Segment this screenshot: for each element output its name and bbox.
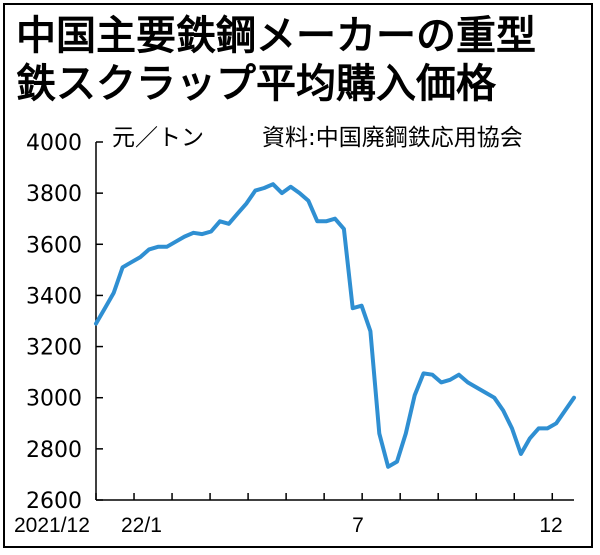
source-label: 資料:中国廃鋼鉄応用協会	[262, 125, 523, 151]
y-tick-label: 3600	[26, 233, 82, 258]
x-tick-label: 7	[352, 514, 364, 537]
x-tick-label: 22/1	[121, 514, 162, 537]
y-tick-label: 2600	[26, 489, 82, 514]
chart-title-line-1: 中国主要鉄鋼メーカーの重型	[16, 13, 536, 59]
y-axis-ticks: 2600 2800 3000 3200 3400 3600 3800 4000	[26, 131, 103, 514]
y-tick-label: 4000	[26, 131, 82, 156]
y-tick-label: 3400	[26, 284, 82, 309]
y-tick-label: 3800	[26, 182, 82, 207]
y-tick-label: 2800	[26, 438, 82, 463]
series-line	[94, 182, 576, 469]
axes	[95, 142, 574, 501]
y-tick-label: 3000	[26, 387, 82, 412]
x-axis-ticks: 2021/12 22/1 7 12	[14, 493, 563, 537]
unit-label: 元／トン	[112, 125, 204, 151]
x-tick-label: 12	[539, 514, 562, 537]
chart-frame	[3, 3, 593, 548]
x-tick-label: 2021/12	[14, 514, 90, 537]
chart-title-line-2: 鉄スクラップ平均購入価格	[16, 61, 496, 107]
y-tick-label: 3200	[26, 336, 82, 361]
